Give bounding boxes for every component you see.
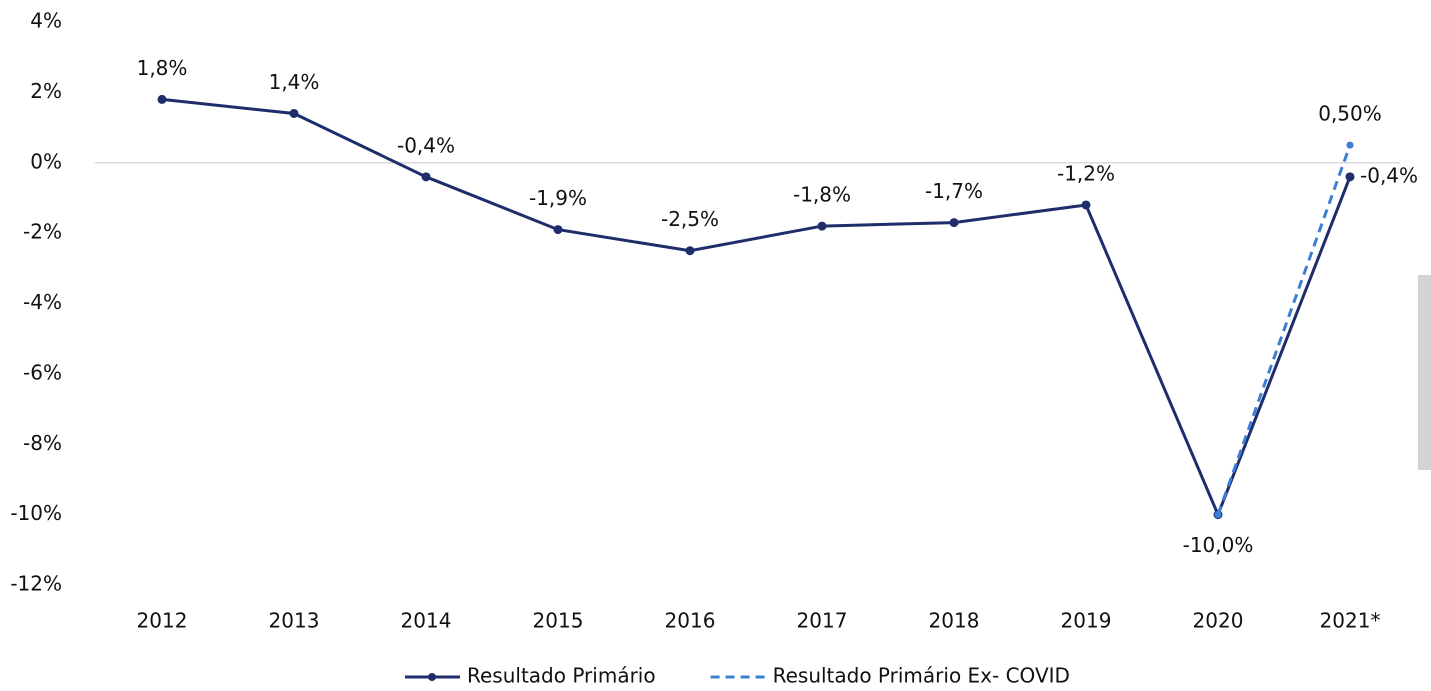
- point: [1345, 172, 1355, 182]
- data-label: -10,0%: [1183, 533, 1254, 557]
- point: [817, 221, 827, 231]
- y-tick-label: -4%: [23, 290, 62, 314]
- x-tick-label: 2015: [533, 609, 584, 633]
- point: [949, 218, 959, 228]
- legend-label: Resultado Primário: [467, 664, 656, 688]
- point: [1346, 141, 1354, 149]
- y-tick-label: 0%: [30, 149, 62, 173]
- x-tick-label: 2020: [1193, 609, 1244, 633]
- data-label: -1,2%: [1057, 161, 1115, 185]
- point: [685, 246, 695, 256]
- data-label: -0,4%: [397, 133, 455, 157]
- point: [553, 225, 563, 235]
- y-tick-label: 4%: [30, 9, 62, 33]
- x-tick-label: 2013: [269, 609, 320, 633]
- data-label: 0,50%: [1318, 102, 1382, 126]
- point: [1081, 200, 1091, 210]
- series-line: [1216, 144, 1352, 516]
- x-tick-label: 2021*: [1320, 609, 1381, 633]
- data-label: 1,8%: [137, 56, 188, 80]
- point: [1214, 511, 1222, 519]
- point: [421, 172, 431, 182]
- series-line: [161, 97, 1352, 519]
- point: [289, 108, 299, 118]
- data-label: -1,8%: [793, 183, 851, 207]
- point: [157, 94, 167, 104]
- y-tick-label: -6%: [23, 360, 62, 384]
- scrollbar: [1418, 275, 1431, 470]
- data-label: -1,9%: [529, 186, 587, 210]
- x-tick-label: 2017: [797, 609, 848, 633]
- data-label: -0,4%: [1360, 163, 1418, 187]
- data-label: -2,5%: [661, 207, 719, 231]
- data-label: 1,4%: [269, 70, 320, 94]
- x-tick-label: 2018: [929, 609, 980, 633]
- y-tick-label: -12%: [10, 572, 62, 596]
- y-tick-label: -10%: [10, 501, 62, 525]
- x-tick-label: 2016: [665, 609, 716, 633]
- x-tick-label: 2012: [137, 609, 188, 633]
- data-label: -1,7%: [925, 179, 983, 203]
- x-tick-label: 2019: [1061, 609, 1112, 633]
- x-tick-label: 2014: [401, 609, 452, 633]
- y-tick-label: -8%: [23, 431, 62, 455]
- y-tick-label: 2%: [30, 79, 62, 103]
- y-tick-label: -2%: [23, 220, 62, 244]
- legend-label: Resultado Primário Ex- COVID: [773, 664, 1070, 688]
- legend-marker: [428, 673, 436, 681]
